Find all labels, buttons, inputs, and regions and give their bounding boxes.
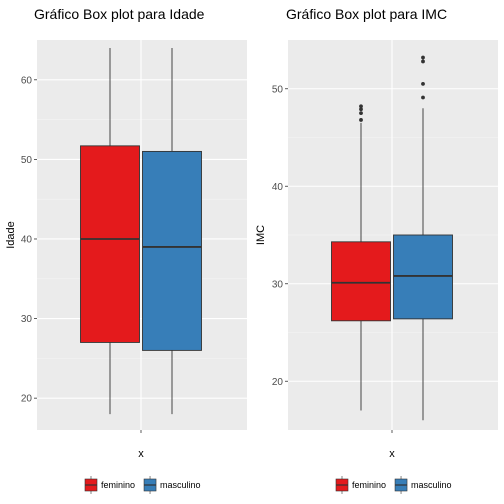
- chart-title: Gráfico Box plot para IMC: [286, 6, 447, 22]
- y-axis-title: IMC: [255, 225, 267, 245]
- y-tick-label: 40: [21, 234, 33, 245]
- box-masculino: [393, 55, 453, 421]
- chart-title: Gráfico Box plot para Idade: [34, 6, 205, 22]
- y-tick-label: 50: [272, 84, 284, 95]
- y-tick-label: 30: [21, 314, 33, 325]
- box-masculino: [142, 47, 202, 415]
- outlier-point: [421, 81, 425, 86]
- outlier-point: [359, 111, 363, 116]
- outlier-point: [359, 118, 363, 122]
- box-iqr: [393, 234, 453, 320]
- boxplot-panel-1: Gráfico Box plot para IMC 20 30 40 50 x IMC: [255, 6, 498, 460]
- y-tick-label: 20: [21, 394, 33, 405]
- outlier-point: [359, 104, 363, 109]
- legend-label-masculino: masculino: [160, 480, 201, 490]
- legend-label-masculino: masculino: [411, 480, 452, 490]
- box-iqr: [80, 145, 140, 343]
- legend-1: feminino masculino: [335, 476, 452, 494]
- box-iqr: [331, 241, 391, 322]
- y-tick-label: 30: [272, 279, 284, 290]
- plot-background: [37, 40, 247, 430]
- outlier-point: [421, 95, 425, 100]
- y-tick-label: 20: [272, 377, 284, 388]
- legend-label-feminino: feminino: [101, 480, 135, 490]
- legend-label-feminino: feminino: [352, 480, 386, 490]
- y-tick-label: 40: [272, 182, 284, 193]
- outlier-point: [359, 107, 363, 112]
- box-feminino: [80, 47, 140, 415]
- boxplot-panel-0: Gráfico Box plot para Idade 20 30 40 50 60 x Id…: [5, 6, 247, 460]
- outlier-point: [421, 55, 425, 60]
- box-iqr: [142, 150, 202, 351]
- x-axis-title: x: [389, 448, 395, 460]
- box-feminino: [331, 104, 391, 411]
- outlier-point: [421, 59, 425, 64]
- y-tick-label: 60: [21, 75, 33, 86]
- y-tick-label: 50: [21, 155, 33, 166]
- y-axis-title: Idade: [5, 221, 17, 249]
- x-axis-title: x: [138, 448, 144, 460]
- legend-0: feminino masculino: [84, 476, 201, 494]
